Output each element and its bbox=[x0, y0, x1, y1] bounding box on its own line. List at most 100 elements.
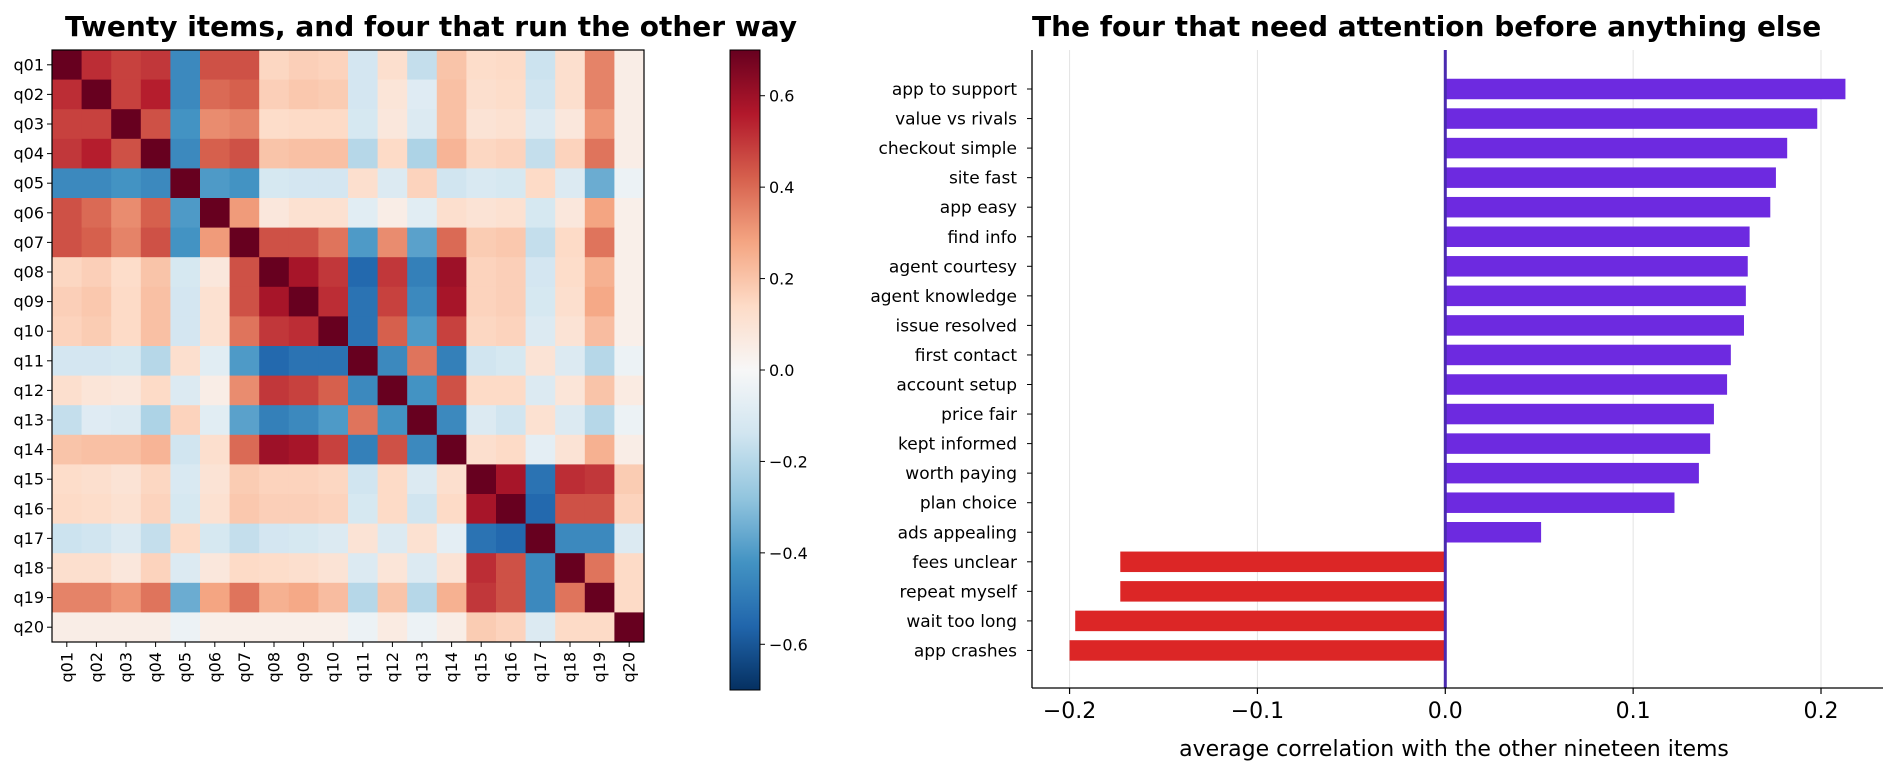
heatmap-cell-q13-q09 bbox=[288, 405, 319, 436]
heatmap-cell-q13-q11 bbox=[348, 405, 378, 436]
heatmap-cell-q01-q07 bbox=[229, 50, 260, 80]
heatmap-cell-q02-q04 bbox=[140, 79, 171, 110]
heatmap-cell-q01-q04 bbox=[140, 50, 171, 80]
heatmap-cell-q12-q12 bbox=[377, 375, 408, 406]
heatmap-cell-q15-q14 bbox=[436, 464, 467, 495]
bar-first-contact bbox=[1445, 344, 1731, 366]
heatmap-cell-q17-q04 bbox=[140, 523, 171, 554]
heatmap-cell-q14-q07 bbox=[229, 434, 260, 465]
bar-title: The four that need attention before anyt… bbox=[1032, 10, 1821, 43]
heatmap-cell-q12-q20 bbox=[614, 375, 645, 406]
bar-site-fast bbox=[1445, 167, 1776, 188]
heatmap-cell-q11-q05 bbox=[170, 346, 201, 376]
heatmap-cell-q17-q10 bbox=[318, 523, 349, 554]
heatmap-cell-q18-q10 bbox=[318, 553, 349, 584]
bar-kept-informed bbox=[1445, 433, 1711, 454]
heatmap-cell-q03-q16 bbox=[496, 109, 526, 140]
heatmap-col-labels: q01 q02 q03 q04 q05 q06 q07 q08 q09 q10 q11 q12 q13 q… bbox=[57, 642, 639, 683]
heatmap-cell-q14-q18 bbox=[555, 434, 586, 465]
heatmap-cell-q01-q12 bbox=[377, 50, 408, 80]
heatmap-cell-q17-q06 bbox=[200, 523, 230, 554]
bar-category-label: issue resolved bbox=[896, 316, 1017, 336]
heatmap-cell-q06-q09 bbox=[288, 198, 319, 228]
heatmap-cell-q10-q04 bbox=[140, 316, 171, 347]
heatmap-cell-q12-q03 bbox=[111, 375, 142, 406]
colorbar-tick-label: −0.6 bbox=[769, 635, 808, 654]
heatmap-cell-q15-q12 bbox=[377, 464, 408, 495]
bar-issue-resolved bbox=[1445, 315, 1744, 336]
heatmap-row-label-q13: q13 bbox=[13, 411, 44, 430]
heatmap-cell-q06-q08 bbox=[259, 198, 290, 228]
heatmap-cell-q17-q18 bbox=[555, 523, 586, 554]
heatmap-cell-q02-q19 bbox=[584, 79, 615, 110]
heatmap-frame bbox=[51, 49, 645, 643]
heatmap-cell-q13-q12 bbox=[377, 405, 408, 436]
heatmap-cell-q17-q20 bbox=[614, 523, 645, 554]
heatmap-cell-q01-q03 bbox=[111, 50, 142, 80]
heatmap-cell-q03-q15 bbox=[466, 109, 497, 140]
heatmap-cell-q10-q13 bbox=[407, 316, 438, 347]
heatmap-cell-q02-q20 bbox=[614, 79, 645, 110]
heatmap-cell-q17-q19 bbox=[584, 523, 615, 554]
heatmap-cell-q15-q05 bbox=[170, 464, 201, 495]
heatmap-cell-q14-q13 bbox=[407, 434, 438, 465]
heatmap-cell-q13-q18 bbox=[555, 405, 586, 436]
heatmap-cell-q04-q07 bbox=[229, 138, 260, 169]
heatmap-cell-q08-q06 bbox=[200, 257, 230, 288]
heatmap-cell-q08-q10 bbox=[318, 257, 349, 288]
bar-xtick-label: 0.2 bbox=[1804, 699, 1839, 724]
heatmap-cell-q20-q01 bbox=[52, 612, 82, 643]
heatmap-cell-q14-q09 bbox=[288, 434, 319, 465]
heatmap-cell-q08-q13 bbox=[407, 257, 438, 288]
heatmap-cell-q06-q16 bbox=[496, 198, 526, 228]
heatmap-cell-q04-q09 bbox=[288, 138, 319, 169]
heatmap-cell-q06-q01 bbox=[52, 198, 82, 228]
heatmap-cell-q11-q16 bbox=[496, 346, 526, 376]
heatmap-cell-q16-q15 bbox=[466, 494, 497, 524]
heatmap-cell-q08-q20 bbox=[614, 257, 645, 288]
heatmap-cell-q12-q10 bbox=[318, 375, 349, 406]
heatmap-col-label-q17: q17 bbox=[531, 652, 550, 683]
heatmap-cell-q01-q01 bbox=[52, 50, 82, 80]
bar-find-info bbox=[1445, 226, 1750, 247]
heatmap-cell-q10-q07 bbox=[229, 316, 260, 347]
heatmap-cell-q05-q07 bbox=[229, 168, 260, 199]
heatmap-row-label-q12: q12 bbox=[13, 381, 44, 400]
heatmap-cell-q14-q03 bbox=[111, 434, 142, 465]
heatmap-cell-q16-q07 bbox=[229, 494, 260, 524]
heatmap-cell-q13-q13 bbox=[407, 405, 438, 436]
heatmap-cell-q15-q02 bbox=[81, 464, 112, 495]
bar-price-fair bbox=[1445, 403, 1714, 425]
bar-wait-too-long bbox=[1075, 610, 1446, 632]
heatmap-cell-q20-q03 bbox=[111, 612, 142, 643]
heatmap-cell-q01-q13 bbox=[407, 50, 438, 80]
heatmap-row-label-q19: q19 bbox=[13, 588, 44, 607]
heatmap-cell-q12-q19 bbox=[584, 375, 615, 406]
heatmap-cell-q15-q04 bbox=[140, 464, 171, 495]
heatmap-cell-q02-q18 bbox=[555, 79, 586, 110]
bar-category-label: value vs rivals bbox=[895, 110, 1017, 130]
bar-category-label: app easy bbox=[940, 198, 1017, 218]
heatmap-cell-q10-q08 bbox=[259, 316, 290, 347]
heatmap-cell-q19-q18 bbox=[555, 582, 586, 613]
heatmap-cell-q16-q11 bbox=[348, 494, 378, 524]
heatmap-cell-q05-q10 bbox=[318, 168, 349, 199]
heatmap-cell-q10-q17 bbox=[525, 316, 556, 347]
heatmap-cell-q04-q17 bbox=[525, 138, 556, 169]
heatmap-cell-q03-q19 bbox=[584, 109, 615, 140]
colorbar-tick-label: 0.2 bbox=[769, 270, 794, 289]
heatmap-cell-q01-q17 bbox=[525, 50, 556, 80]
colorbar-tick-label: 0.0 bbox=[769, 361, 794, 380]
heatmap-cell-q14-q14 bbox=[436, 434, 467, 465]
heatmap-cell-q02-q03 bbox=[111, 79, 142, 110]
heatmap-row-label-q07: q07 bbox=[13, 233, 44, 252]
heatmap-cell-q19-q01 bbox=[52, 582, 82, 613]
heatmap-cell-q05-q18 bbox=[555, 168, 586, 199]
heatmap-row-label-q18: q18 bbox=[13, 559, 44, 578]
heatmap-cell-q12-q09 bbox=[288, 375, 319, 406]
heatmap-cell-q07-q20 bbox=[614, 227, 645, 258]
heatmap-cell-q15-q17 bbox=[525, 464, 556, 495]
heatmap-cell-q10-q05 bbox=[170, 316, 201, 347]
heatmap-cell-q18-q06 bbox=[200, 553, 230, 584]
heatmap-cell-q13-q16 bbox=[496, 405, 526, 436]
